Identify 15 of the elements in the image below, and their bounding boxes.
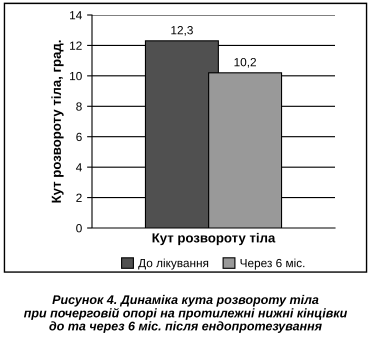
y-tick-label: 2 [76,194,82,202]
y-axis-title: Кут розвороту тіла, град. [51,40,64,203]
text: Рисунок 4. Динаміка кута розвороту тіла при почерговій опорі на протилежні нижні кінцівки до та через 6 міс. після ендопротезування [24,294,348,333]
data-label: 10,2 [234,58,256,68]
legend-label: До лікування [138,258,208,270]
y-tick-label: 0 [76,224,82,232]
legend-label: Через 6 міс. [240,258,304,270]
y-tick-label: 8 [76,102,82,111]
x-tick-label: Кут розвороту тіла [152,232,276,246]
y-tick-label: 10 [70,72,82,80]
y-tick-label: 4 [76,163,82,172]
y-tick-label: 12 [70,41,82,50]
y-tick-label: 6 [76,132,82,142]
y-tick-label: 14 [70,11,82,20]
data-label: 12,3 [171,26,193,36]
